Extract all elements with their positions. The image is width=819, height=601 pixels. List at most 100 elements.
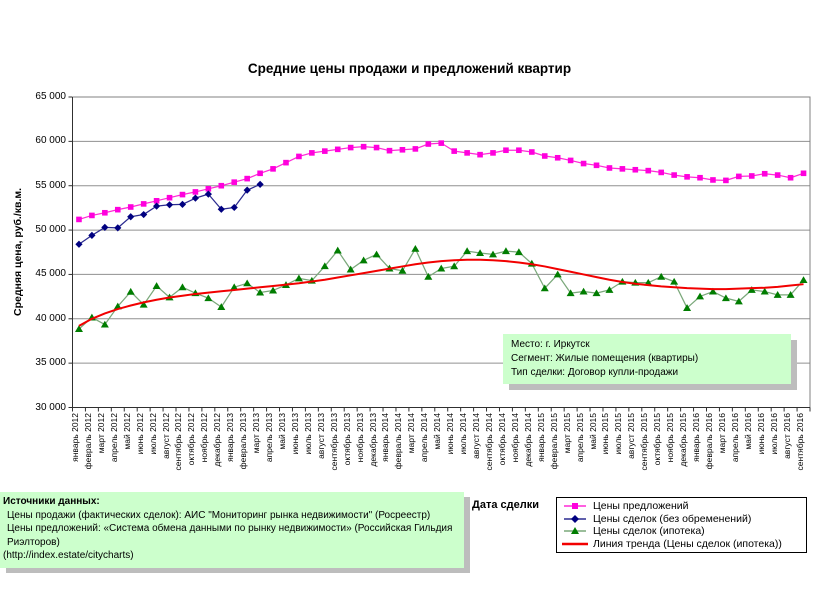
series-line-3: [78, 258, 804, 327]
x-tick-label: декабрь 2014: [522, 413, 533, 467]
marker-square: [373, 144, 380, 151]
marker-square: [606, 165, 613, 171]
x-tick-label: декабрь 2013: [367, 413, 378, 467]
marker-triangle: [294, 274, 303, 282]
x-tick-label: апрель 2012: [108, 413, 119, 463]
marker-square: [231, 179, 238, 185]
marker-triangle: [786, 291, 795, 298]
marker-triangle: [799, 276, 808, 284]
legend-label: Линия тренда (Цены сделок (ипотека)): [593, 537, 782, 550]
x-tick-label: март 2012: [95, 413, 106, 454]
x-tick-label: ноябрь 2012: [199, 413, 210, 463]
x-tick-label: февраль 2015: [548, 413, 559, 470]
marker-diamond: [75, 240, 83, 248]
marker-triangle: [476, 249, 485, 257]
marker-square: [89, 212, 95, 219]
marker-square: [710, 177, 716, 183]
y-tick-label: 50 000: [35, 224, 66, 236]
marker-square: [787, 174, 794, 181]
data-sources-heading: Источники данных:: [3, 496, 100, 507]
marker-triangle: [74, 325, 83, 332]
x-tick-label: сентябрь 2014: [484, 413, 494, 471]
x-tick-label: май 2014: [432, 413, 443, 450]
marker-square: [140, 201, 147, 207]
x-tick-label: октябрь 2015: [652, 413, 663, 466]
marker-triangle: [269, 286, 278, 294]
marker-triangle: [747, 286, 756, 293]
marker-diamond: [140, 210, 148, 219]
marker-triangle: [657, 272, 666, 280]
marker-square: [218, 182, 225, 189]
legend-label: Цены сделок (ипотека): [593, 525, 705, 538]
legend-item: Цены предложений: [560, 500, 803, 513]
y-axis-title: Средняя цена, руб./кв.м.: [12, 187, 24, 316]
x-tick-label: февраль 2012: [82, 413, 93, 470]
x-tick-label: сентябрь 2013: [328, 413, 339, 471]
marker-square: [360, 143, 367, 150]
marker-diamond: [101, 223, 109, 232]
marker-square: [529, 149, 535, 155]
marker-square: [425, 141, 432, 147]
marker-triangle: [320, 262, 329, 270]
x-tick-label: август 2016: [781, 413, 792, 459]
marker-square: [671, 172, 677, 178]
marker-square: [102, 209, 108, 216]
legend-item: Цены сделок (ипотека): [560, 525, 803, 538]
marker-square: [399, 146, 406, 153]
marker-diamond: [204, 190, 212, 198]
marker-diamond: [88, 231, 96, 239]
x-tick-label: апрель 2016: [729, 413, 740, 463]
x-axis-title: Дата сделки: [472, 499, 539, 511]
y-tick-label: 55 000: [35, 179, 66, 191]
marker-triangle: [243, 279, 252, 287]
marker-square: [580, 160, 587, 167]
marker-diamond: [230, 203, 238, 212]
x-tick-label: май 2012: [121, 413, 132, 450]
legend-item: Линия тренда (Цены сделок (ипотека)): [560, 538, 803, 551]
x-tick-label: май 2013: [276, 413, 287, 450]
marker-triangle: [152, 282, 161, 289]
marker-triangle: [204, 294, 213, 302]
marker-diamond: [217, 205, 225, 213]
x-tick-label: ноябрь 2013: [354, 413, 365, 463]
x-tick-label: сентябрь 2016: [794, 413, 805, 471]
x-tick-label: октябрь 2014: [496, 413, 507, 466]
marker-triangle: [670, 277, 679, 285]
marker-triangle: [734, 297, 743, 305]
marker-square: [244, 175, 250, 182]
marker-square: [632, 166, 639, 173]
x-tick-label: март 2013: [251, 413, 262, 454]
x-tick-label: февраль 2013: [238, 413, 249, 470]
marker-triangle: [605, 286, 614, 293]
marker-diamond: [256, 180, 264, 188]
x-tick-label: январь 2016: [691, 413, 702, 462]
marker-triangle: [100, 320, 109, 328]
x-tick-label: сентябрь 2015: [639, 413, 650, 471]
x-tick-label: декабрь 2015: [678, 413, 689, 467]
chart-title: Средние цены продажи и предложений кварт…: [247, 61, 572, 76]
marker-triangle: [372, 250, 381, 258]
annotation-line: Сегмент: Жилые помещения (квартиры): [511, 353, 699, 364]
marker-square: [127, 204, 134, 210]
x-tick-label: октябрь 2012: [186, 413, 197, 466]
marker-triangle: [760, 287, 769, 295]
x-tick-label: март 2014: [406, 413, 417, 454]
legend-label: Цены предложений: [593, 500, 689, 513]
marker-triangle: [333, 246, 342, 254]
marker-triangle: [398, 266, 407, 274]
marker-square: [270, 166, 276, 172]
marker-square: [205, 186, 212, 192]
x-tick-label: февраль 2016: [703, 413, 714, 470]
marker-triangle: [178, 283, 187, 291]
x-tick-label: июнь 2015: [600, 413, 611, 455]
marker-square: [593, 162, 600, 169]
marker-square: [477, 151, 483, 158]
marker-square: [76, 216, 82, 223]
marker-triangle: [346, 265, 355, 273]
marker-square: [490, 150, 496, 156]
x-tick-label: июль 2015: [613, 413, 624, 455]
marker-diamond: [178, 200, 187, 208]
marker-square: [516, 147, 522, 154]
legend-marker-square: [564, 503, 586, 510]
y-tick-label: 40 000: [35, 312, 66, 324]
